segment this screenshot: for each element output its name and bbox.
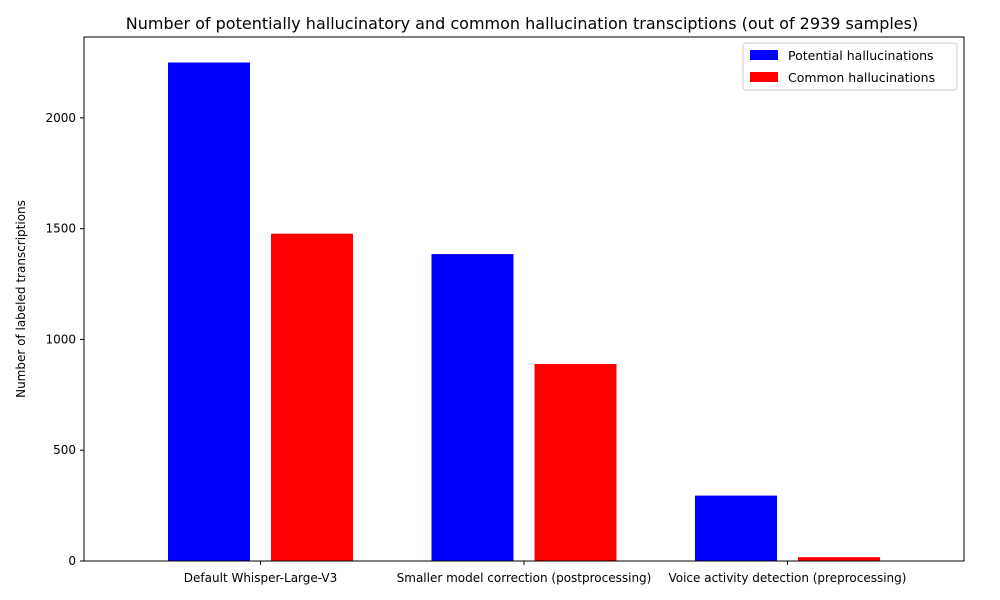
bar-common-0 — [271, 233, 353, 561]
x-tick-label: Default Whisper-Large-V3 — [184, 571, 337, 585]
bar-potential-2 — [695, 495, 777, 561]
y-tick-label: 500 — [53, 443, 76, 457]
legend-swatch-common — [750, 72, 778, 82]
legend-label-potential: Potential hallucinations — [788, 48, 934, 63]
y-tick-label: 1000 — [45, 332, 76, 346]
chart-title: Number of potentially hallucinatory and … — [126, 14, 918, 33]
bar-potential-0 — [168, 62, 250, 561]
y-axis-ticks: 0 500 1000 1500 2000 — [45, 111, 84, 568]
x-axis-ticks: Default Whisper-Large-V3 Smaller model co… — [184, 561, 906, 585]
legend-label-common: Common hallucinations — [788, 70, 935, 85]
y-tick-label: 2000 — [45, 111, 76, 125]
bar-common-1 — [534, 364, 617, 561]
y-tick-label: 1500 — [45, 222, 76, 236]
y-tick-label: 0 — [68, 554, 76, 568]
x-tick-label: Smaller model correction (postprocessing… — [397, 571, 652, 585]
legend: Potential hallucinations Common hallucin… — [742, 42, 958, 91]
bars-layer — [168, 62, 880, 561]
bar-common-2 — [798, 557, 880, 561]
bar-potential-1 — [431, 254, 514, 561]
y-axis-label: Number of labeled transcriptions — [14, 200, 28, 398]
x-tick-label: Voice activity detection (preprocessing) — [668, 571, 906, 585]
legend-swatch-potential — [750, 50, 778, 60]
legend-frame — [742, 42, 958, 91]
